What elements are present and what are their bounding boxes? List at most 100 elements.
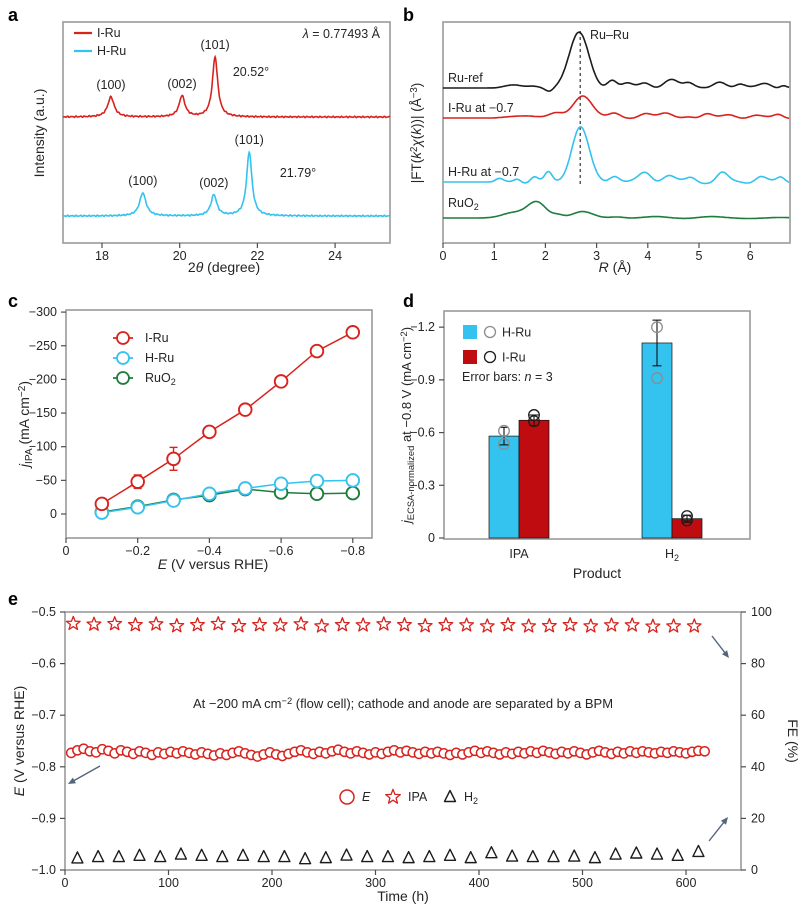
- series-i-ru: [94, 325, 361, 512]
- triangle-marker: [443, 789, 457, 803]
- text-segment: 5: [696, 249, 703, 263]
- star-marker: [86, 616, 102, 631]
- legend-label: I-Ru: [97, 26, 121, 40]
- legend-label: H-Ru: [97, 44, 126, 58]
- replicate-point: [651, 372, 663, 385]
- plot-frame: [443, 310, 751, 540]
- text-segment: Time (h): [377, 888, 429, 904]
- triangle-marker: [609, 847, 622, 860]
- text-segment: −1.0: [31, 863, 56, 877]
- triangle-marker: [381, 849, 395, 863]
- text-segment: −2: [398, 331, 409, 342]
- category-label: IPA: [509, 547, 529, 561]
- text-segment: −0.6: [31, 657, 56, 671]
- x-tick-label: 0: [63, 544, 70, 558]
- triangle-marker: [402, 850, 415, 864]
- xrd-curve-h-ru: [62, 150, 391, 218]
- text-segment: 60: [751, 708, 765, 722]
- triangle-marker: [257, 849, 270, 863]
- bar-series-h-ru: [488, 319, 673, 539]
- text-segment: R: [599, 259, 609, 275]
- peak-hkl-label: (101): [200, 38, 229, 52]
- annotation-arrow-head: [68, 777, 76, 784]
- triangle-marker: [154, 849, 167, 863]
- text-segment: (degree): [203, 259, 260, 275]
- text-segment: −0.3: [410, 478, 435, 492]
- text-segment: −0.4: [197, 544, 222, 558]
- triangle-marker: [174, 847, 188, 860]
- text-segment: 24: [328, 249, 342, 263]
- text-segment: IPA: [24, 448, 35, 464]
- text-segment: H: [665, 547, 674, 561]
- star-marker: [127, 617, 143, 632]
- legend-circle: [483, 325, 497, 339]
- legend-marker: [116, 351, 130, 365]
- text-segment: 2: [188, 259, 196, 275]
- text-segment: 2: [171, 377, 176, 387]
- data-point: [345, 485, 361, 501]
- text-segment: 80: [751, 657, 765, 671]
- annotation-arrow-line: [71, 765, 101, 783]
- text-segment: (flow cell); cathode and anode are separ…: [292, 696, 613, 711]
- replicate-point: [528, 409, 540, 421]
- star-marker: [252, 617, 268, 632]
- text-segment: n: [525, 370, 532, 384]
- series-fe-h2: [71, 844, 705, 865]
- text-segment: 0: [63, 544, 70, 558]
- star-marker: [231, 618, 247, 633]
- peak-angle-label: 21.79°: [280, 166, 316, 180]
- right-y-axis-label: FE (%): [785, 719, 801, 763]
- triangle-marker: [298, 851, 312, 865]
- text-segment: j: [16, 463, 32, 469]
- x-tick-label: 4: [644, 249, 651, 263]
- star-marker: [521, 618, 537, 633]
- text-segment: −0.7: [31, 708, 56, 722]
- star-marker: [107, 616, 123, 631]
- bar: [641, 342, 673, 539]
- text-segment: 20: [173, 249, 187, 263]
- y-axis-label: Intensity (a.u.): [31, 89, 47, 178]
- text-segment: λ: [302, 27, 309, 41]
- triangle-marker: [361, 849, 374, 863]
- triangle-marker: [236, 848, 250, 862]
- ru-ru-label: Ru–Ru: [590, 28, 629, 42]
- series-potential: [65, 743, 710, 762]
- text-segment: (V versus RHE): [167, 556, 268, 572]
- text-segment: 100: [158, 876, 179, 890]
- text-segment: (100): [96, 78, 125, 92]
- x-tick-label: 1: [491, 249, 498, 263]
- annotation-arrow-head: [722, 650, 729, 658]
- text-segment: 2: [409, 147, 420, 152]
- text-segment: Intensity (a.u.): [31, 89, 47, 178]
- text-segment: −50: [36, 473, 57, 487]
- text-segment: H-Ru: [145, 351, 174, 365]
- text-segment: I-Ru at −0.7: [448, 101, 514, 115]
- panel-letter-c: c: [8, 291, 19, 311]
- x-tick-label: 24: [328, 249, 342, 263]
- left-tick-label: −0.7: [31, 708, 56, 722]
- star-marker: [189, 617, 205, 632]
- x-tick-label: 600: [676, 876, 697, 890]
- triangle-marker: [692, 844, 705, 858]
- x-axis-label: Product: [573, 565, 621, 581]
- left-tick-label: −0.6: [31, 657, 56, 671]
- left-tick-label: −0.9: [31, 811, 56, 825]
- x-axis-label: 2θ (degree): [188, 259, 260, 275]
- text-segment: j: [399, 519, 414, 525]
- text-segment: |FT(: [409, 158, 424, 183]
- annotation-arrow-line: [711, 635, 728, 656]
- data-point: [237, 402, 253, 417]
- data-point: [309, 486, 325, 502]
- replicate-point: [651, 321, 663, 334]
- data-point: [94, 496, 110, 512]
- y-tick-label: 0: [428, 531, 435, 545]
- text-segment: 20: [751, 811, 765, 825]
- text-segment: −0.8: [31, 760, 56, 774]
- text-segment: = 3: [531, 370, 552, 384]
- text-segment: −300: [29, 305, 57, 319]
- star-marker: [603, 617, 619, 632]
- triangle-marker: [319, 850, 333, 864]
- series-h-ru: [94, 473, 361, 520]
- text-segment: E: [158, 556, 168, 572]
